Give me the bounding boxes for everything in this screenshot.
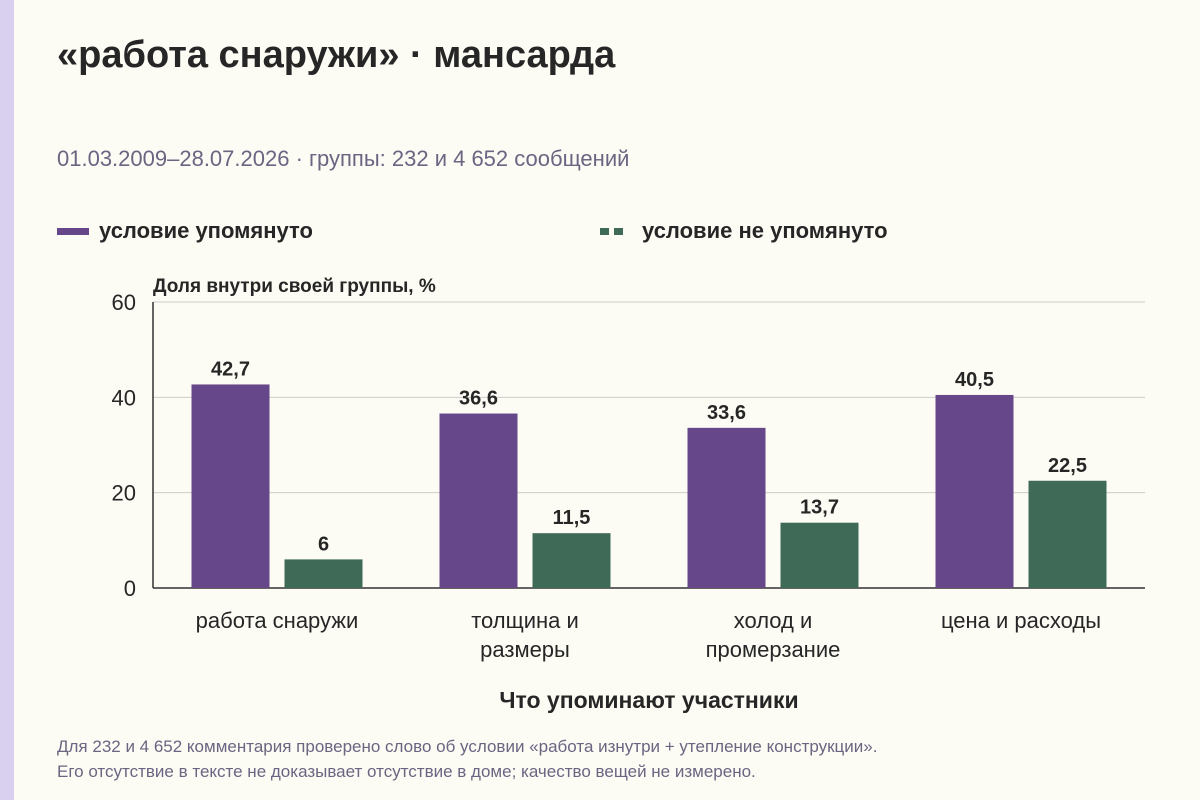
y-tick-label-2: 40	[112, 385, 136, 410]
legend-label-mentioned: условие упомянуто	[99, 218, 313, 243]
bar-mentioned-2	[687, 427, 766, 588]
data-label-mentioned-0: 42,7	[211, 358, 250, 380]
bar-not-mentioned-2	[780, 522, 859, 588]
bar-mentioned-3	[935, 394, 1014, 588]
legend-swatch-mentioned	[57, 227, 89, 235]
y-tick-label-1: 20	[112, 481, 136, 506]
chart-title: «работа снаружи» · мансарда	[57, 34, 616, 76]
data-label-not-mentioned-0: 6	[318, 533, 329, 555]
x-tick-label-2-0: холод и	[734, 608, 813, 633]
y-tick-label-3: 60	[112, 290, 136, 315]
legend-label-not-mentioned: условие не упомянуто	[642, 218, 888, 243]
footnote-line-2: Его отсутствие в тексте не доказывает от…	[57, 762, 756, 781]
legend-item-not-mentioned: условие не упомянуто	[600, 218, 888, 244]
bar-not-mentioned-3	[1028, 480, 1107, 588]
y-axis-label: Доля внутри своей группы, %	[153, 276, 436, 297]
legend-swatch-not-mentioned	[600, 227, 632, 235]
x-tick-label-3-0: цена и расходы	[941, 608, 1101, 633]
bar-mentioned-1	[439, 413, 518, 588]
data-label-not-mentioned-3: 22,5	[1048, 455, 1087, 477]
bar-not-mentioned-1	[532, 533, 611, 588]
accent-bar	[0, 0, 14, 800]
data-label-not-mentioned-2: 13,7	[800, 497, 839, 519]
x-axis-label: Что упоминают участники	[499, 687, 798, 713]
data-label-not-mentioned-1: 11,5	[553, 507, 591, 529]
bar-not-mentioned-0	[284, 559, 363, 588]
x-tick-label-1-1: размеры	[480, 637, 570, 662]
data-label-mentioned-1: 36,6	[459, 388, 498, 410]
data-label-mentioned-2: 33,6	[707, 402, 746, 424]
x-tick-label-1-0: толщина и	[471, 608, 579, 633]
chart-subtitle: 01.03.2009–28.07.2026 · группы: 232 и 4 …	[57, 146, 630, 171]
data-label-mentioned-3: 40,5	[955, 369, 994, 391]
x-tick-label-0-0: работа снаружи	[196, 608, 359, 633]
y-tick-label-0: 0	[124, 576, 136, 601]
footnote-line-1: Для 232 и 4 652 комментария проверено сл…	[57, 737, 878, 756]
x-tick-label-2-1: промерзание	[706, 637, 841, 662]
legend-item-mentioned: условие упомянуто	[57, 218, 313, 244]
bar-mentioned-0	[191, 384, 270, 588]
